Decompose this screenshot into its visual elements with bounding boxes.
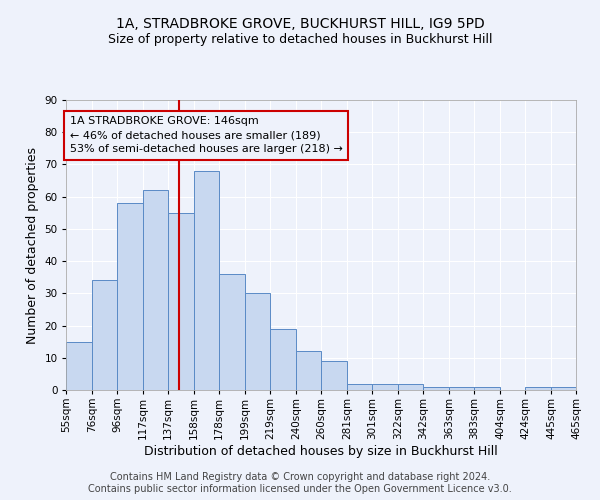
Bar bbox=[525, 387, 551, 390]
Bar bbox=[398, 384, 423, 390]
Bar bbox=[270, 329, 296, 390]
Text: 1A STRADBROKE GROVE: 146sqm
← 46% of detached houses are smaller (189)
53% of se: 1A STRADBROKE GROVE: 146sqm ← 46% of det… bbox=[70, 116, 343, 154]
Bar bbox=[551, 387, 576, 390]
Bar bbox=[143, 190, 168, 390]
X-axis label: Distribution of detached houses by size in Buckhurst Hill: Distribution of detached houses by size … bbox=[144, 444, 498, 458]
Bar bbox=[168, 213, 194, 390]
Bar bbox=[194, 171, 219, 390]
Bar bbox=[347, 384, 372, 390]
Bar bbox=[449, 387, 474, 390]
Bar bbox=[66, 342, 92, 390]
Bar bbox=[372, 384, 398, 390]
Text: Size of property relative to detached houses in Buckhurst Hill: Size of property relative to detached ho… bbox=[108, 32, 492, 46]
Text: 1A, STRADBROKE GROVE, BUCKHURST HILL, IG9 5PD: 1A, STRADBROKE GROVE, BUCKHURST HILL, IG… bbox=[116, 18, 484, 32]
Text: Contains public sector information licensed under the Open Government Licence v3: Contains public sector information licen… bbox=[88, 484, 512, 494]
Bar bbox=[296, 352, 321, 390]
Text: Contains HM Land Registry data © Crown copyright and database right 2024.: Contains HM Land Registry data © Crown c… bbox=[110, 472, 490, 482]
Bar bbox=[474, 387, 500, 390]
Bar bbox=[423, 387, 449, 390]
Bar bbox=[92, 280, 117, 390]
Bar bbox=[245, 294, 270, 390]
Y-axis label: Number of detached properties: Number of detached properties bbox=[26, 146, 39, 344]
Bar bbox=[117, 203, 143, 390]
Bar bbox=[321, 361, 347, 390]
Bar bbox=[219, 274, 245, 390]
